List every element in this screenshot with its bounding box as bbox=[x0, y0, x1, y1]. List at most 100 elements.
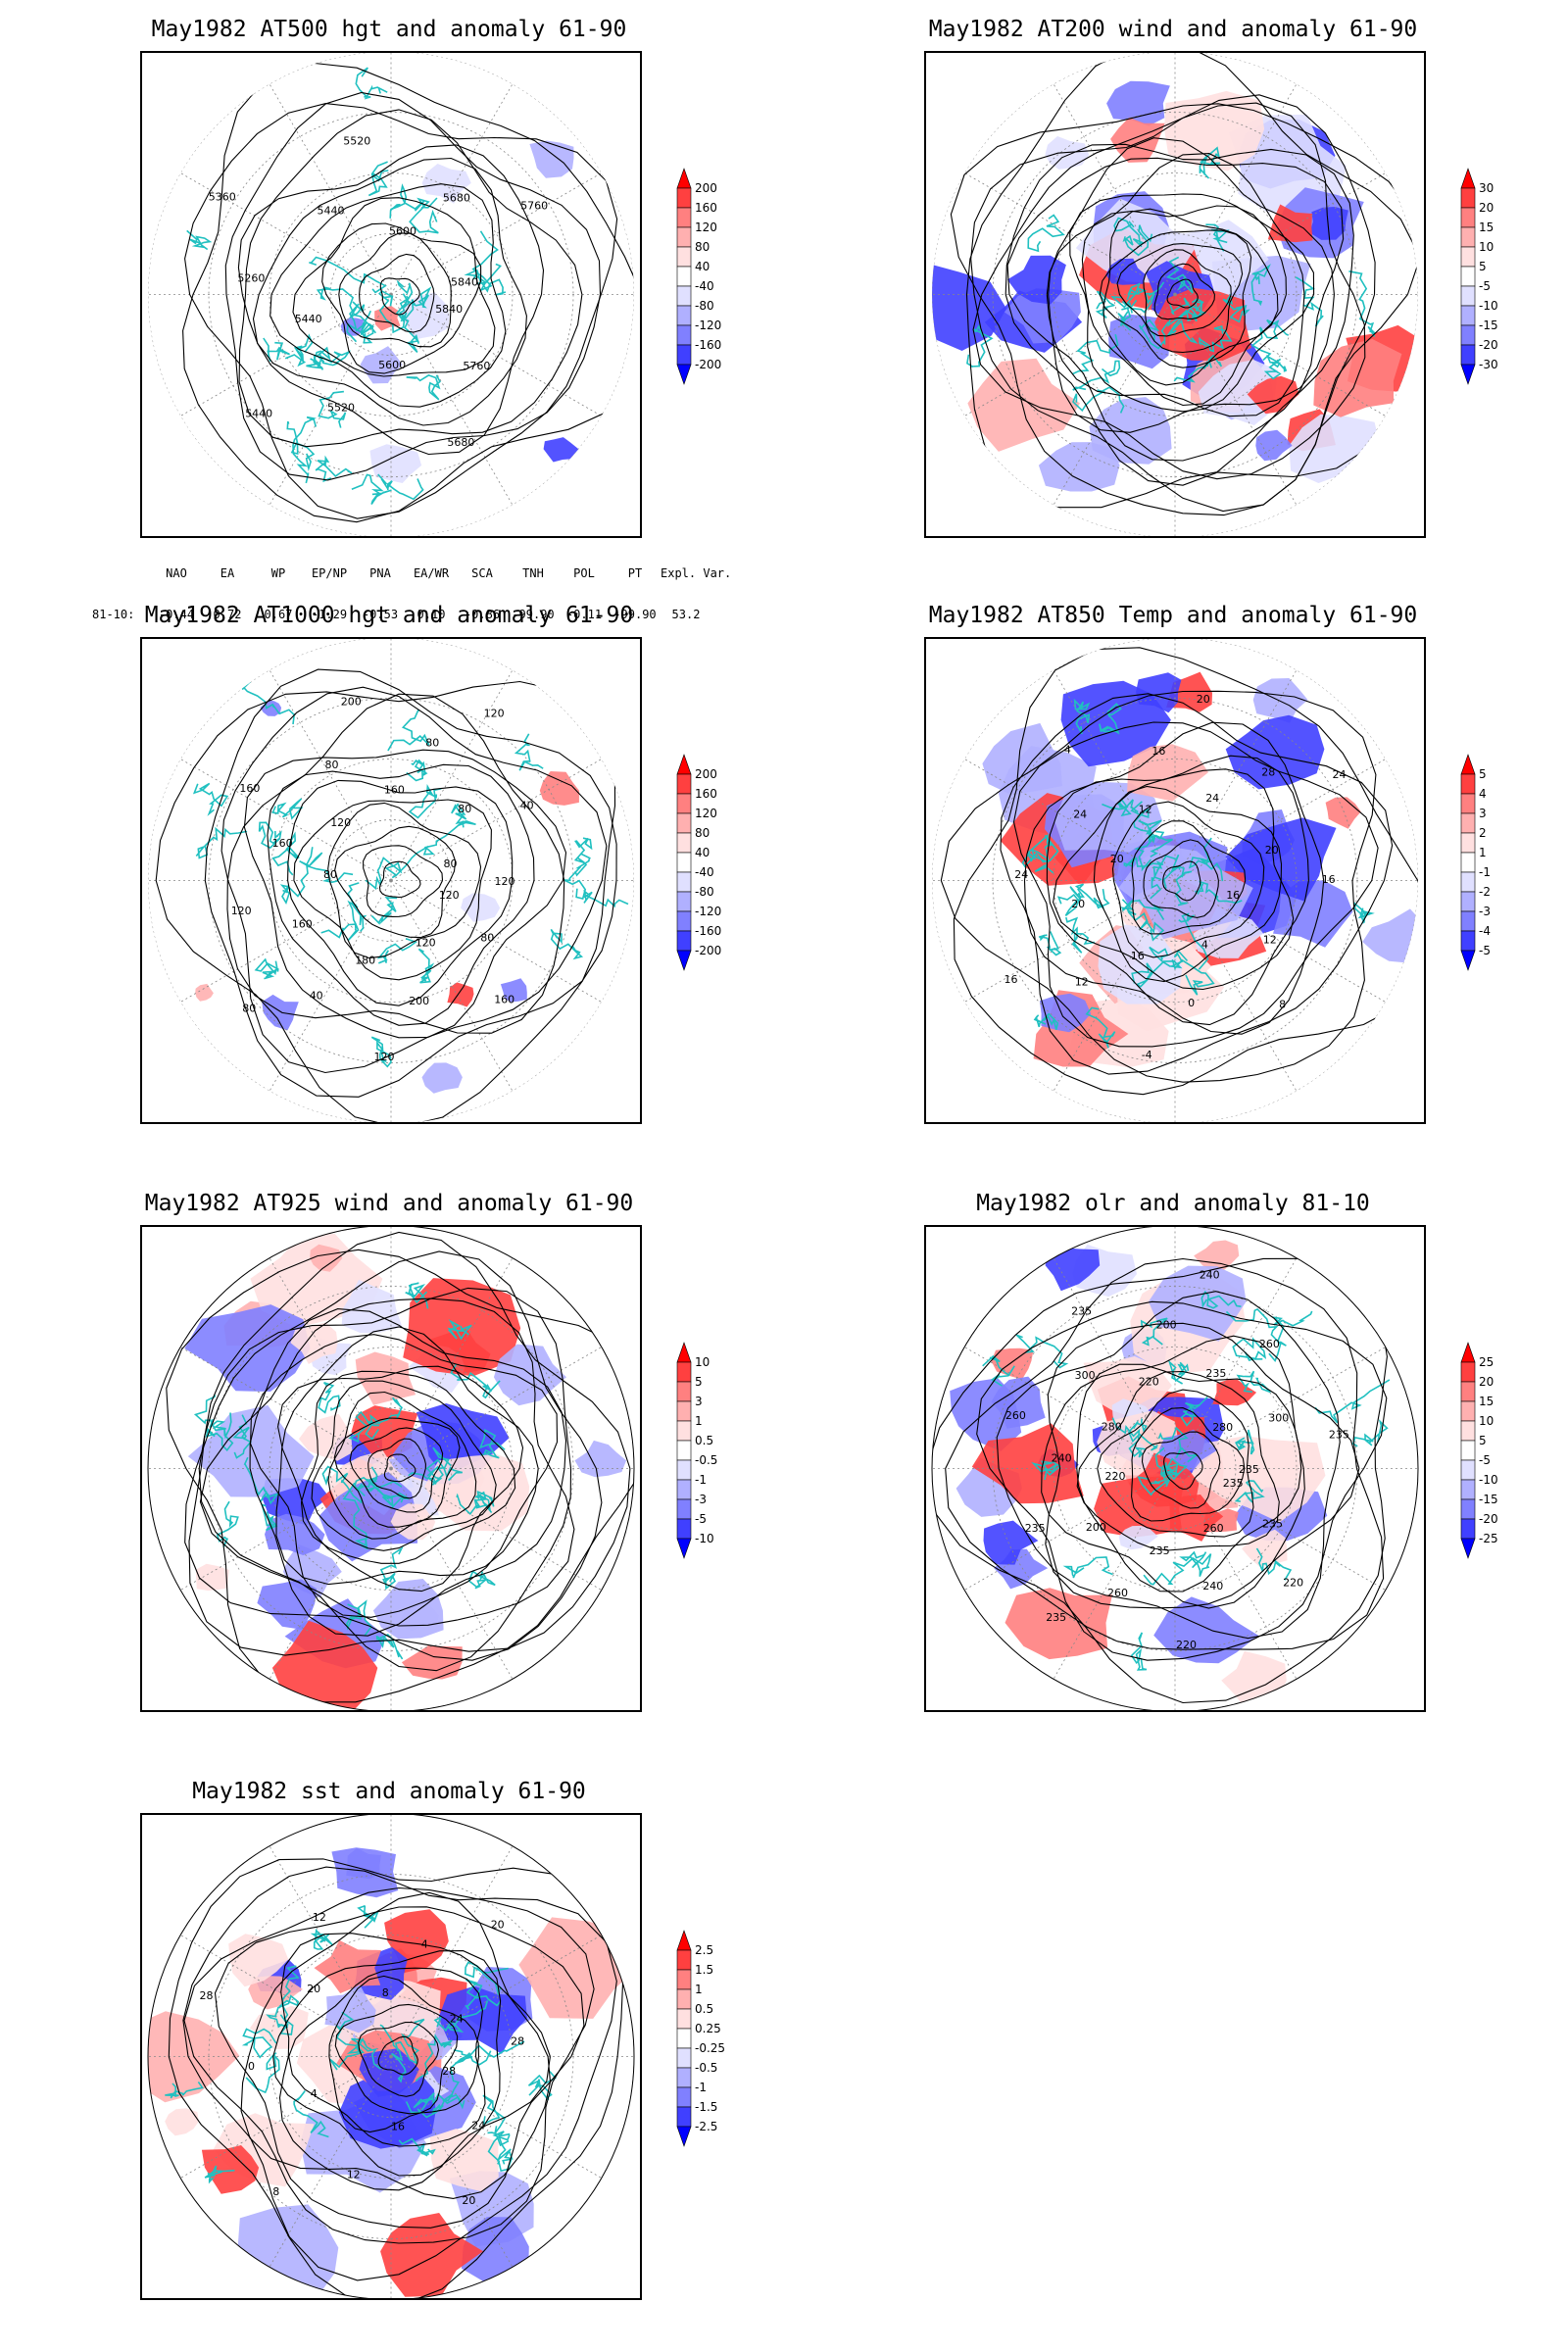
meridian-line bbox=[390, 1347, 602, 1469]
negative-anomaly-area bbox=[493, 1344, 566, 1406]
positive-anomaly-area bbox=[1267, 204, 1313, 243]
coastline bbox=[1183, 298, 1207, 318]
coastline bbox=[1130, 1632, 1148, 1671]
panel-title: May1982 AT850 Temp and anomaly 61-90 bbox=[928, 603, 1418, 628]
colorbar-swatch bbox=[1460, 1518, 1476, 1540]
contour-label: 280 bbox=[1212, 1421, 1233, 1434]
coastline bbox=[1139, 318, 1170, 350]
contour-label: 235 bbox=[1262, 1517, 1283, 1530]
colorbar-swatch bbox=[1460, 207, 1476, 228]
negative-anomaly-area bbox=[1362, 908, 1418, 963]
teleconnection-values: 81-10: -0.44 0.72 0.67 -1.29 -0.53 0.10 -0.86 -9… bbox=[92, 608, 711, 621]
colorbar-label: 3 bbox=[695, 1395, 703, 1408]
contour-line bbox=[1076, 1370, 1280, 1551]
colorbar-swatch bbox=[1460, 246, 1476, 268]
teleconnection-cell: Expl. Var. bbox=[661, 566, 732, 580]
meridian-line bbox=[390, 2056, 514, 2268]
colorbar-label: -3 bbox=[695, 1493, 707, 1506]
panel-title: May1982 AT925 wind and anomaly 61-90 bbox=[144, 1191, 634, 1216]
contour-label: 235 bbox=[1239, 1463, 1259, 1476]
contour-line bbox=[1131, 820, 1247, 935]
coastline bbox=[1072, 334, 1119, 375]
colorbar-svg: 25 20 15 10 5 -5 -10 -15 -20 -25 bbox=[1460, 1342, 1498, 1559]
teleconnection-cell: -99.90 bbox=[512, 608, 555, 621]
coastline bbox=[396, 279, 416, 322]
colorbar-swatch bbox=[1460, 773, 1476, 795]
coastline bbox=[1026, 833, 1059, 863]
contour-label: 24 bbox=[1205, 792, 1219, 805]
coastline bbox=[1121, 900, 1165, 942]
coastline bbox=[1102, 798, 1139, 817]
contour-line bbox=[278, 1933, 551, 2191]
streamline bbox=[1004, 143, 1354, 486]
coastline bbox=[1127, 1418, 1158, 1451]
contour-label: 24 bbox=[1073, 808, 1087, 820]
contour-label: 220 bbox=[1176, 1639, 1197, 1651]
colorbar-svg: 5 4 3 2 1 -1 -2 -3 -4 -5 bbox=[1460, 754, 1491, 971]
teleconnection-cell: -99.90 bbox=[613, 608, 657, 621]
coastline bbox=[394, 2018, 425, 2065]
contour-label: 5600 bbox=[378, 359, 406, 371]
coastline bbox=[1099, 703, 1122, 735]
teleconnection-headers: NAO EA WP EP/NP PNA EA/WR SCA TNH POL PT Expl. Var… bbox=[92, 566, 732, 580]
contour-label: 220 bbox=[1139, 1376, 1159, 1389]
contour-label: 5260 bbox=[237, 272, 265, 285]
colorbar-label: -1 bbox=[695, 2081, 707, 2094]
colorbar-label: 10 bbox=[695, 1355, 710, 1369]
meridian-line bbox=[1174, 1257, 1298, 1469]
streamline bbox=[1102, 208, 1279, 386]
colorbar-label: 2.5 bbox=[695, 1943, 713, 1957]
latitude-circle bbox=[1053, 1347, 1298, 1591]
negative-anomaly-area bbox=[318, 1472, 417, 1562]
coastline bbox=[1235, 1429, 1255, 1455]
colorbar-swatch bbox=[676, 871, 692, 893]
coastline bbox=[1031, 1460, 1061, 1481]
coastline bbox=[348, 301, 373, 344]
contour-label: 260 bbox=[1259, 1338, 1280, 1350]
streamline bbox=[1046, 153, 1305, 417]
positive-anomaly-area bbox=[1127, 744, 1208, 802]
colorbar-label: -30 bbox=[1479, 358, 1498, 371]
colorbar-swatch bbox=[676, 305, 692, 326]
contour-label: 235 bbox=[1071, 1305, 1092, 1318]
colorbar-label: -40 bbox=[695, 865, 714, 879]
contour-label: 120 bbox=[439, 889, 460, 902]
positive-anomaly-area bbox=[355, 1351, 416, 1405]
contour-label: 12 bbox=[347, 2168, 361, 2180]
meridian-line bbox=[1174, 172, 1386, 295]
coastline bbox=[1140, 1317, 1168, 1347]
negative-anomaly-area bbox=[1106, 80, 1170, 126]
coastline bbox=[473, 1490, 495, 1507]
contour-label: 12 bbox=[313, 1911, 326, 1924]
colorbar-top-arrow bbox=[1460, 754, 1476, 775]
contour-label: 20 bbox=[1071, 898, 1085, 910]
coastline bbox=[375, 1634, 404, 1660]
colorbar-swatch bbox=[676, 852, 692, 873]
contour-line bbox=[996, 1291, 1341, 1640]
coastline bbox=[286, 420, 316, 472]
coastline bbox=[370, 896, 398, 925]
coastline bbox=[1236, 1370, 1271, 1394]
teleconnection-cell: EA/WR bbox=[413, 566, 450, 580]
streamline bbox=[1099, 229, 1252, 368]
teleconnection-cell: NAO bbox=[166, 566, 187, 580]
coastline bbox=[1250, 264, 1271, 307]
streamline bbox=[965, 53, 1418, 509]
contour-line bbox=[1046, 755, 1309, 1026]
coastline bbox=[1095, 290, 1115, 319]
streamline bbox=[1116, 243, 1244, 354]
meridian-line bbox=[390, 294, 514, 506]
coastline bbox=[1314, 1379, 1391, 1424]
teleconnection-cell: WP bbox=[270, 566, 286, 580]
teleconnection-cell: POL bbox=[573, 566, 595, 580]
contour-label: 160 bbox=[239, 782, 260, 795]
meridian-line bbox=[390, 1468, 514, 1680]
negative-anomaly-area bbox=[529, 140, 574, 178]
colorbar-swatch bbox=[1460, 891, 1476, 912]
coastline bbox=[409, 197, 439, 234]
contour-label: 20 bbox=[1265, 844, 1279, 857]
contour-line bbox=[1131, 1407, 1246, 1522]
coastline bbox=[550, 928, 584, 960]
contour-label: 20 bbox=[307, 1983, 320, 1995]
colorbar-svg: 200 160 120 80 40 -40 -80 -120 -160 -200 bbox=[676, 754, 721, 971]
